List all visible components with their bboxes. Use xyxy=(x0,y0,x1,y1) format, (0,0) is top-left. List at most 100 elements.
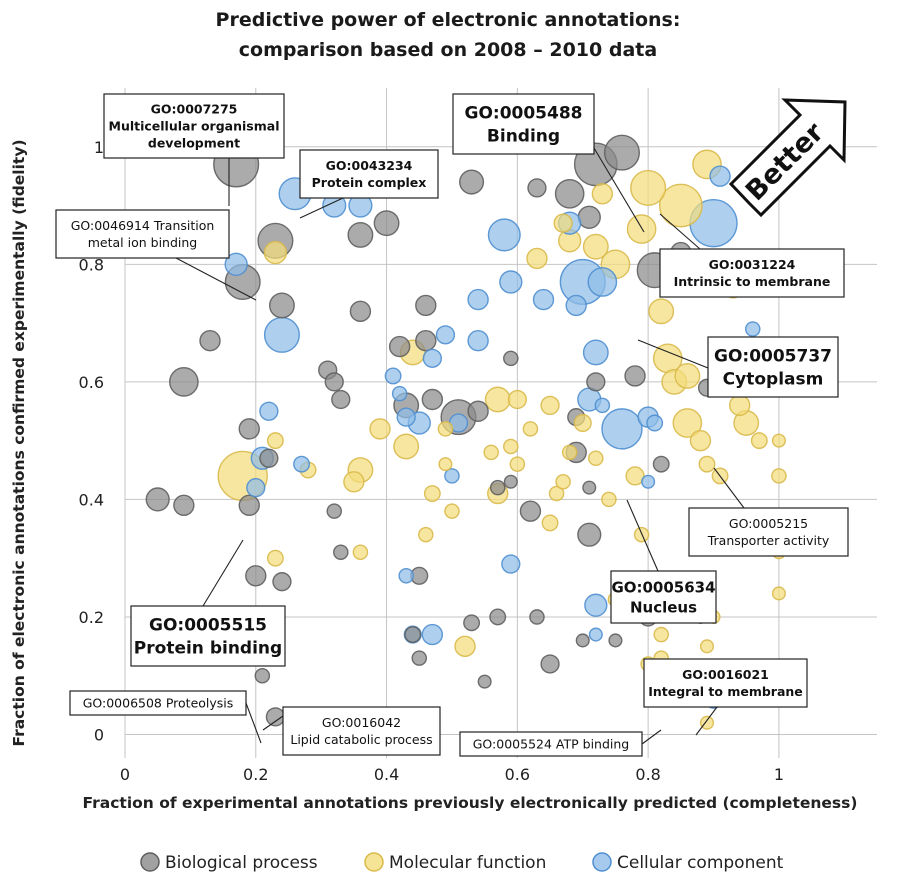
annotation-box-11 xyxy=(643,658,808,708)
bubble-molecular-59 xyxy=(582,233,609,260)
bubble-molecular-41 xyxy=(689,429,712,452)
bubble-molecular-8 xyxy=(369,418,391,440)
bubble-cellular-40 xyxy=(744,321,761,337)
annotation-7: GO:0005634 Nucleus xyxy=(610,499,717,624)
bubble-cellular-37 xyxy=(641,474,656,489)
annotation-6: GO:0005215 Transporter activity xyxy=(688,467,849,557)
x-axis-label: Fraction of experimental annotations pre… xyxy=(83,794,858,812)
annotation-11: GO:0016021 Integral to membrane xyxy=(643,658,808,736)
annotation-box-3 xyxy=(452,93,595,155)
annotation-text-4-1: Intrinsic to membrane xyxy=(674,274,831,289)
annotation-leader-5 xyxy=(637,339,709,369)
bubble-molecular-20 xyxy=(507,389,527,410)
annotation-text-8-0: GO:0005515 xyxy=(149,616,267,636)
bubble-cellular-36 xyxy=(588,627,603,642)
bubble-biological-47 xyxy=(624,365,646,387)
bubble-cellular-17 xyxy=(582,339,609,366)
annotation-text-6-0: GO:0005215 xyxy=(729,516,808,531)
bubble-molecular-16 xyxy=(483,444,499,461)
bubble-biological-34 xyxy=(477,674,492,689)
annotation-box-7 xyxy=(610,570,717,624)
y-tick-label-5: 1 xyxy=(94,138,104,157)
annotation-leader-10 xyxy=(262,715,284,731)
bubble-biological-54 xyxy=(577,205,601,229)
bubble-biological-23 xyxy=(238,494,260,516)
annotation-leader-6 xyxy=(713,467,745,509)
annotation-text-5-0: GO:0005737 xyxy=(714,347,832,367)
bubble-biological-11 xyxy=(349,300,372,323)
bubble-cellular-35 xyxy=(584,593,608,617)
bubble-molecular-64 xyxy=(648,298,675,325)
bubble-biological-62 xyxy=(503,350,519,367)
annotation-box-8 xyxy=(130,605,286,667)
bubble-molecular-28 xyxy=(588,450,604,467)
bubble-biological-31 xyxy=(411,650,428,666)
bubble-molecular-57 xyxy=(626,214,657,244)
annotation-1: GO:0043234 Protein complex xyxy=(299,149,439,219)
bubble-molecular-5 xyxy=(343,471,365,493)
y-tick-label-2: 0.4 xyxy=(79,490,104,509)
bubble-cellular-20 xyxy=(601,408,643,450)
bubble-molecular-18 xyxy=(503,438,519,455)
bubble-cellular-33 xyxy=(421,623,444,646)
bubble-molecular-69 xyxy=(438,457,453,472)
bubble-biological-13 xyxy=(324,372,344,392)
bubble-cellular-5 xyxy=(384,367,402,385)
annotation-box-0 xyxy=(103,93,285,159)
y-axis-label: Fraction of electronic annotations confi… xyxy=(10,139,28,746)
annotation-9: GO:0006508 Proteolysis xyxy=(69,690,262,744)
bubble-cellular-6 xyxy=(422,348,442,368)
annotation-text-7-1: Nucleus xyxy=(630,599,697,617)
annotation-text-10-0: GO:0016042 xyxy=(322,715,401,730)
annotation-box-6 xyxy=(688,507,849,557)
legend-label-0: Biological process xyxy=(165,853,318,873)
annotation-text-0-2: development xyxy=(148,135,240,150)
annotation-text-0-0: GO:0007275 xyxy=(151,102,238,117)
bubble-molecular-21 xyxy=(522,421,539,437)
annotation-text-1-0: GO:0043234 xyxy=(326,158,413,173)
bubble-biological-4 xyxy=(199,330,221,352)
bubble-biological-29 xyxy=(333,544,349,561)
annotation-box-2 xyxy=(55,209,230,259)
annotation-text-9-0: GO:0006508 Proteolysis xyxy=(83,696,234,711)
bubble-molecular-53 xyxy=(771,586,786,601)
bubble-molecular-51 xyxy=(771,468,787,484)
bubble-biological-14 xyxy=(331,389,351,410)
x-tick-label-5: 1 xyxy=(774,765,784,784)
bubble-molecular-1 xyxy=(263,240,288,265)
bubble-molecular-47 xyxy=(728,394,751,417)
bubble-molecular-23 xyxy=(541,514,559,532)
annotation-text-12-0: GO:0005524 ATP binding xyxy=(473,737,629,752)
legend-label-1: Molecular function xyxy=(389,853,546,873)
bubble-molecular-63 xyxy=(591,183,614,205)
bubble-cellular-25 xyxy=(246,478,266,498)
bubble-molecular-2 xyxy=(266,432,284,450)
annotation-text-11-1: Integral to membrane xyxy=(648,684,803,699)
bubble-cellular-12 xyxy=(499,270,523,294)
legend-marker-0 xyxy=(140,852,160,872)
bubble-biological-24 xyxy=(245,565,267,587)
annotation-leader-2 xyxy=(175,257,257,301)
bubble-molecular-56 xyxy=(630,169,667,206)
annotation-2: GO:0046914 Transition metal ion binding xyxy=(55,209,257,301)
annotation-leader-9 xyxy=(245,702,262,744)
bubble-molecular-55 xyxy=(658,183,703,228)
bubble-biological-26 xyxy=(254,667,271,684)
bubble-cellular-3 xyxy=(224,252,248,276)
bubble-molecular-3 xyxy=(266,549,284,567)
bubble-cellular-28 xyxy=(391,385,408,402)
bubble-biological-55 xyxy=(527,178,547,198)
bubble-cellular-16 xyxy=(565,294,587,317)
bubble-molecular-9 xyxy=(393,433,420,460)
annotation-text-4-0: GO:0031224 xyxy=(709,257,796,272)
bubble-biological-46 xyxy=(652,455,670,473)
y-tick-label-0: 0 xyxy=(94,725,104,744)
bubble-molecular-40 xyxy=(672,408,703,438)
bubble-cellular-29 xyxy=(396,407,416,427)
bubble-biological-16 xyxy=(421,388,444,411)
annotation-text-2-1: metal ion binding xyxy=(88,235,198,250)
bubble-cellular-24 xyxy=(259,401,279,421)
axis-ticks: 0 0.2 0.4 0.6 0.8 1 0 0.2 0.4 0.6 0.8 1 xyxy=(79,138,784,784)
annotation-text-2-0: GO:0046914 Transition xyxy=(71,218,215,233)
